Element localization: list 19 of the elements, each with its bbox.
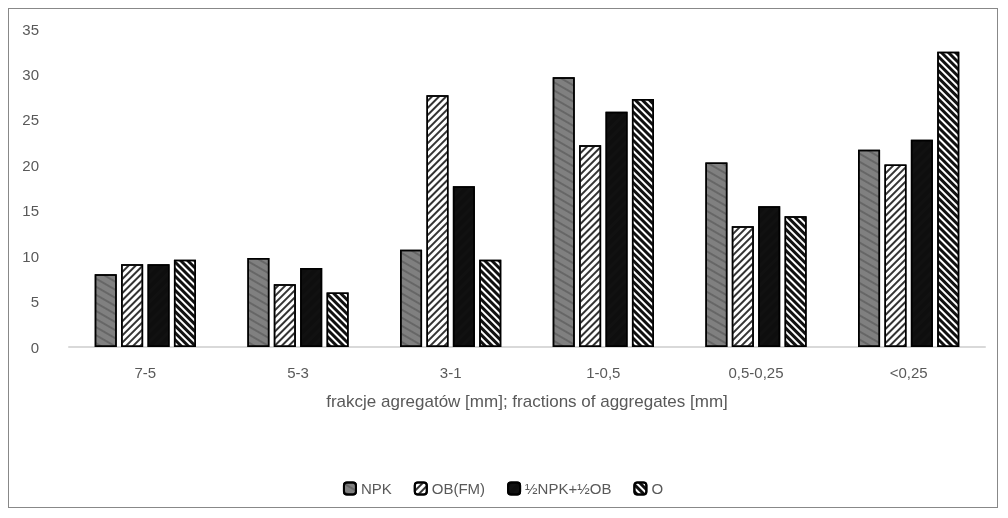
y-tick-label: 35 [22,20,39,38]
x-tick-label: 0,5-0,25 [728,364,784,381]
y-tick-label: 20 [22,156,39,174]
legend-label: NPK [360,480,392,497]
y-tick-label: 30 [22,65,39,83]
y-tick-label: 25 [22,111,39,129]
y-tick-label: 15 [22,202,39,220]
legend-label: ½NPK+½OB [525,480,612,497]
legend-label: OB(FM) [431,480,486,497]
x-axis-title: frakcje agregatów [mm]; fractions of aggregates [mm] [326,392,728,411]
y-tick-label: 0 [30,338,39,356]
y-tick-label: 10 [22,247,39,265]
x-tick-label: 5-3 [287,364,309,381]
x-tick-label: 1-0,5 [586,364,621,381]
x-tick-label: <0,25 [889,364,928,381]
legend-label: O [651,480,664,497]
x-tick-label: 3-1 [439,364,462,381]
x-tick-label: 7-5 [134,364,157,381]
y-tick-label: 5 [30,293,39,311]
